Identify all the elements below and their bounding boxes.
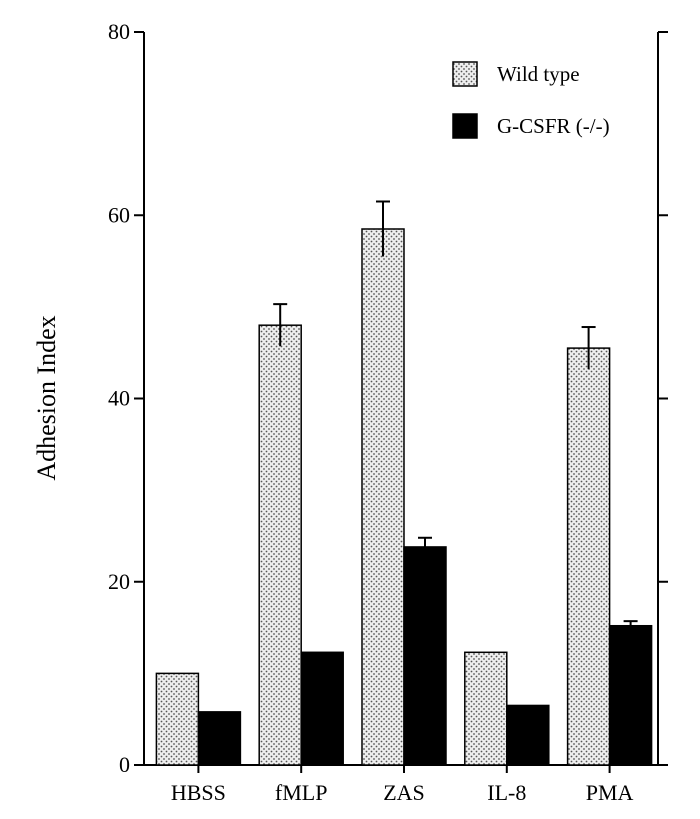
legend-label-gcsfr: G-CSFR (-/-)	[497, 114, 610, 138]
legend-swatch-wild-type	[452, 61, 478, 87]
x-tick-label: PMA	[586, 780, 634, 805]
bar-gcsfr-zas	[403, 546, 447, 766]
y-tick-label: 40	[108, 386, 130, 411]
x-tick-label: fMLP	[275, 780, 328, 805]
y-tick-label: 0	[119, 752, 130, 777]
legend-swatch-gcsfr	[452, 113, 478, 139]
bar-wild-type-fmlp	[258, 324, 302, 766]
bar-gcsfr-pma	[608, 624, 653, 766]
bar-wild-type-zas	[361, 228, 405, 766]
bar-wild-type-pma	[566, 347, 611, 766]
bar-wild-type-il8	[464, 651, 508, 766]
y-tick-label: 20	[108, 569, 130, 594]
y-axis-label: Adhesion Index	[32, 315, 61, 480]
bar-gcsfr-fmlp	[300, 651, 344, 766]
x-tick-label: IL-8	[487, 780, 526, 805]
x-tick-label: HBSS	[171, 780, 226, 805]
bar-wild-type-hbss	[155, 672, 200, 766]
error-bars	[273, 200, 638, 631]
x-tick-label: ZAS	[383, 780, 425, 805]
x-axis-labels: HBSS fMLP ZAS IL-8 PMA	[171, 765, 634, 805]
y-tick-label: 60	[108, 202, 130, 227]
y-tick-label: 80	[108, 19, 130, 44]
legend-label-wild-type: Wild type	[497, 62, 580, 86]
y-axis-ticks: 0 20 40 60 80	[108, 19, 668, 777]
bars	[155, 228, 653, 766]
bar-gcsfr-hbss	[197, 711, 242, 766]
legend: Wild type G-CSFR (-/-)	[452, 61, 610, 139]
bar-gcsfr-il8	[506, 704, 550, 766]
